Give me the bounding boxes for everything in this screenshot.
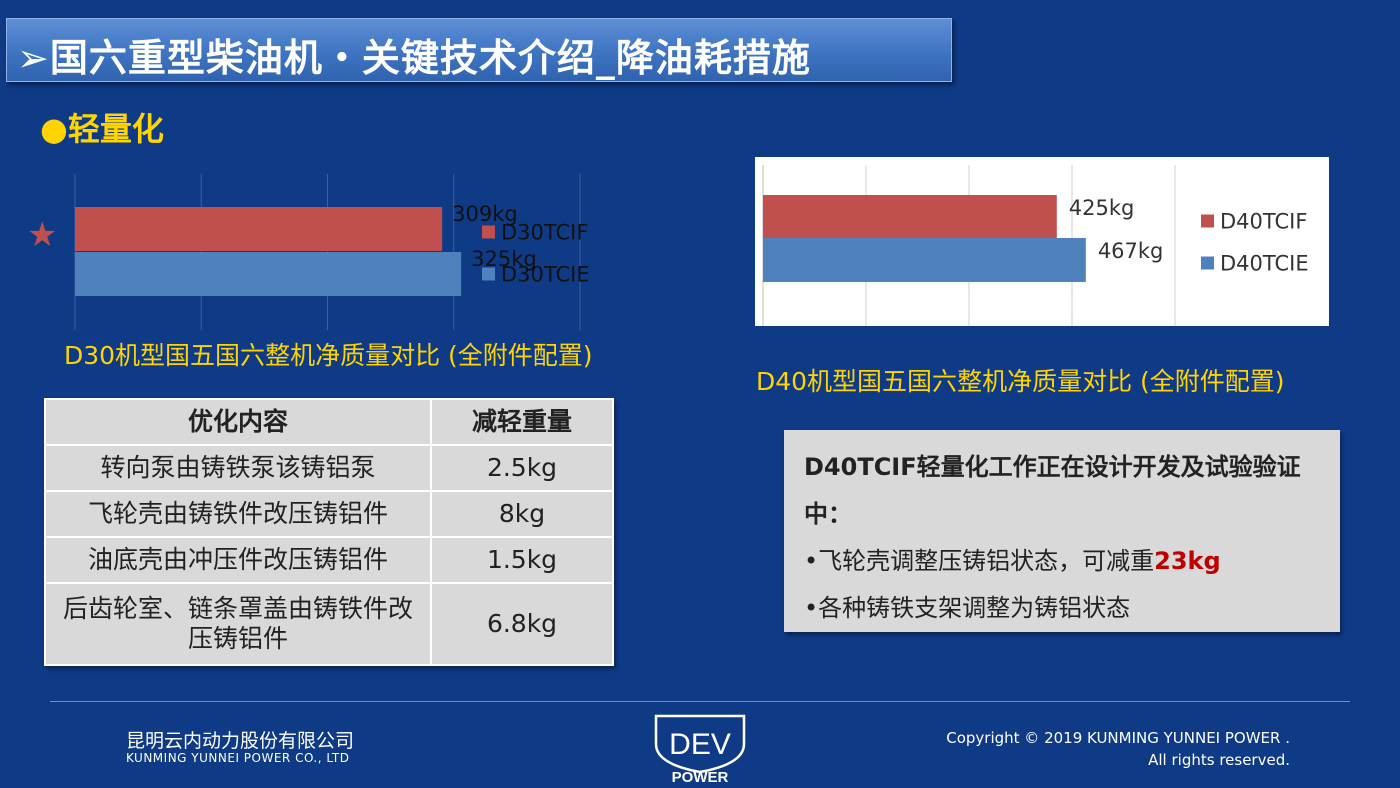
row-content: 转向泵由铸铁泵该铸铝泵 <box>44 444 432 492</box>
legend-label: D30TCIE <box>501 263 590 287</box>
data-label: 467kg <box>1098 239 1164 263</box>
legend-label: D30TCIF <box>501 221 588 245</box>
section-heading: ●轻量化 <box>40 110 164 148</box>
title-banner: ➢国六重型柴油机・关键技术介绍_降油耗措施 <box>6 18 952 82</box>
bar-d40tcif <box>763 195 1057 239</box>
table-row: 飞轮壳由铸铁件改压铸铝件 8kg <box>44 490 614 538</box>
legend-swatch <box>1201 256 1214 270</box>
row-content: 后齿轮室、链条罩盖由铸铁件改压铸铝件 <box>44 582 432 666</box>
row-weight: 8kg <box>430 490 614 538</box>
header-content: 优化内容 <box>44 398 432 446</box>
row-content: 飞轮壳由铸铁件改压铸铝件 <box>44 490 432 538</box>
footer-divider <box>50 701 1350 702</box>
lightweight-notice: D40TCIF轻量化工作正在设计开发及试验验证中： •飞轮壳调整压铸铝状态，可减… <box>784 430 1340 632</box>
copyright-line: Copyright © 2019 KUNMING YUNNEI POWER . <box>946 729 1290 747</box>
logo-dev-text: DEV <box>669 728 731 761</box>
bar-d40tcie <box>763 238 1086 282</box>
notice-item: •各种铸铁支架调整为铸铝状态 <box>804 594 1131 622</box>
notice-highlight: 23kg <box>1154 547 1221 575</box>
legend-label: D40TCIE <box>1220 252 1309 276</box>
row-content: 油底壳由冲压件改压铸铝件 <box>44 536 432 584</box>
star-icon: ★ <box>27 215 57 255</box>
header-weight: 减轻重量 <box>430 398 614 446</box>
notice-item-text: •飞轮壳调整压铸铝状态，可减重 <box>804 547 1155 575</box>
data-label: 325kg <box>471 247 537 271</box>
notice-item: •飞轮壳调整压铸铝状态，可减重23kg <box>804 538 1320 585</box>
optimization-table: 优化内容 减轻重量 转向泵由铸铁泵该铸铝泵 2.5kg 飞轮壳由铸铁件改压铸铝件… <box>44 398 614 666</box>
data-label: 309kg <box>452 202 518 226</box>
page-title: ➢国六重型柴油机・关键技术介绍_降油耗措施 <box>17 36 811 80</box>
notice-heading: D40TCIF轻量化工作正在设计开发及试验验证中： <box>804 453 1301 528</box>
bar-d30tcie <box>75 252 462 296</box>
legend-swatch <box>1201 214 1214 228</box>
table-row: 油底壳由冲压件改压铸铝件 1.5kg <box>44 536 614 584</box>
dev-power-logo: DEV POWER <box>654 714 746 784</box>
legend-label: D40TCIF <box>1220 210 1307 234</box>
logo-power-text: POWER <box>672 769 729 784</box>
legend-swatch <box>482 267 495 281</box>
table-row: 转向泵由铸铁泵该铸铝泵 2.5kg <box>44 444 614 492</box>
d40-chart-caption: D40机型国五国六整机净质量对比 (全附件配置) <box>756 367 1285 396</box>
d40-weight-chart: 425kg D40TCIF 467kg D40TCIE <box>755 157 1329 326</box>
table-row: 后齿轮室、链条罩盖由铸铁件改压铸铝件 6.8kg <box>44 582 614 666</box>
table-header-row: 优化内容 减轻重量 <box>44 398 614 446</box>
row-weight: 1.5kg <box>430 536 614 584</box>
d30-chart-caption: D30机型国五国六整机净质量对比 (全附件配置) <box>64 341 593 370</box>
company-name-en: KUNMING YUNNEI POWER CO., LTD <box>126 751 350 765</box>
legend-swatch <box>482 225 495 239</box>
company-name-cn: 昆明云内动力股份有限公司 <box>126 730 355 752</box>
data-label: 425kg <box>1069 196 1135 220</box>
rights-line: All rights reserved. <box>1148 751 1290 769</box>
bar-d30tcif <box>75 207 443 251</box>
row-weight: 6.8kg <box>430 582 614 666</box>
row-weight: 2.5kg <box>430 444 614 492</box>
copyright-notice: Copyright © 2019 KUNMING YUNNEI POWER . … <box>946 727 1290 771</box>
